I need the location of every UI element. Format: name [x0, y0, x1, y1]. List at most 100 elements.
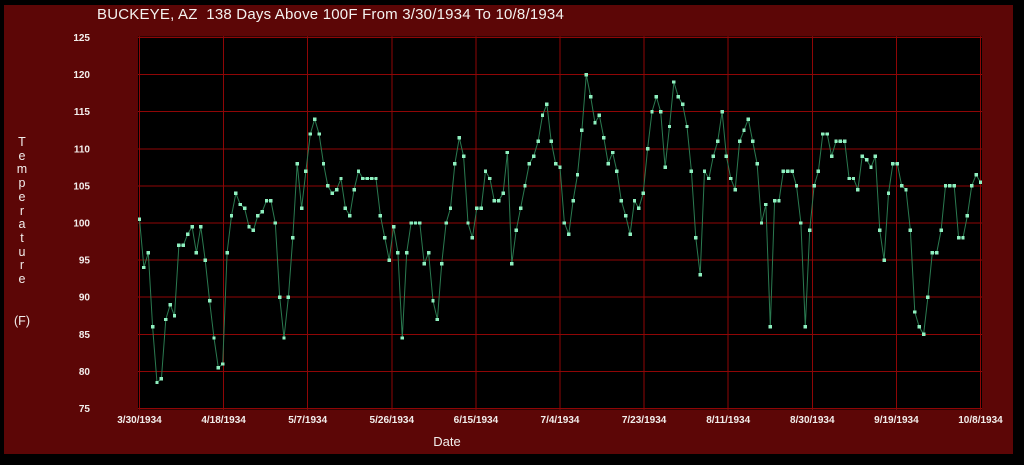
data-point-marker [860, 154, 864, 158]
data-point-marker [269, 199, 273, 203]
data-point-marker [580, 128, 584, 132]
data-point-marker [479, 206, 483, 210]
data-point-marker [234, 191, 238, 195]
x-tick-label: 4/18/1934 [201, 415, 246, 426]
data-point-marker [838, 139, 842, 144]
data-point-marker [518, 206, 523, 210]
data-point-marker [426, 251, 431, 255]
data-point-marker [348, 213, 352, 218]
data-point-marker [571, 199, 575, 203]
data-point-marker [803, 325, 807, 329]
data-point-marker [387, 258, 391, 262]
data-point-marker [816, 169, 821, 173]
data-point-marker [247, 225, 251, 229]
data-point-marker [864, 158, 869, 162]
data-point-marker [466, 221, 470, 225]
data-point-marker [370, 176, 374, 181]
y-axis-unit: (F) [14, 314, 30, 328]
chart-title: BUCKEYE, AZ 138 Days Above 100F From 3/3… [97, 6, 564, 23]
data-point-marker [641, 191, 645, 195]
data-point-marker [352, 187, 356, 192]
data-point-marker [422, 262, 426, 266]
data-point-marker [418, 221, 422, 225]
x-tick-label: 3/30/1934 [117, 415, 162, 426]
data-point-marker [913, 310, 917, 314]
data-point-marker [619, 199, 623, 203]
data-point-marker [825, 132, 829, 136]
data-point-marker [956, 236, 961, 240]
data-point-marker [694, 236, 698, 240]
data-point-marker [396, 251, 400, 255]
y-tick-label: 110 [74, 144, 91, 155]
data-point-marker [930, 251, 934, 255]
data-point-marker [716, 139, 720, 144]
data-point-marker [812, 184, 816, 188]
data-point-marker [207, 299, 212, 303]
data-point-marker [532, 154, 536, 158]
data-point-marker [137, 217, 142, 221]
data-point-marker [282, 336, 286, 340]
data-point-marker [663, 165, 667, 170]
data-point-marker [948, 184, 952, 188]
data-point-marker [772, 199, 777, 203]
data-point-marker [308, 132, 312, 136]
data-point-marker [317, 132, 321, 136]
data-point-marker [221, 362, 225, 366]
data-point-marker [334, 187, 339, 192]
data-point-marker [409, 221, 413, 225]
data-point-marker [461, 154, 466, 158]
data-point-marker [505, 150, 510, 155]
data-point-marker [768, 325, 772, 329]
data-point-marker [181, 243, 185, 247]
data-point-marker [492, 199, 496, 203]
data-point-marker [685, 124, 689, 129]
data-point-marker [251, 228, 256, 233]
data-point-marker [558, 165, 562, 170]
data-point-marker [339, 176, 343, 181]
x-tick-label: 8/11/1934 [706, 415, 750, 426]
data-point-marker [273, 221, 277, 225]
y-tick-label: 125 [73, 33, 90, 44]
data-point-marker [974, 173, 978, 177]
data-point-marker [278, 295, 282, 299]
data-point-marker [365, 176, 369, 181]
data-point-marker [562, 221, 567, 225]
data-point-marker [624, 213, 628, 218]
data-point-marker [374, 176, 378, 181]
data-point-marker [667, 124, 672, 129]
data-point-marker [895, 161, 899, 166]
data-point-marker [606, 161, 610, 166]
data-point-marker [400, 336, 404, 340]
data-point-marker [256, 213, 260, 218]
data-point-marker [965, 213, 970, 218]
data-point-marker [286, 295, 291, 299]
data-point-marker [917, 325, 921, 329]
data-point-marker [475, 206, 479, 210]
data-point-marker [777, 199, 781, 203]
gridlines [138, 36, 982, 410]
data-point-marker [615, 169, 619, 173]
x-tick-label: 8/30/1934 [790, 415, 835, 426]
data-point-marker [908, 228, 913, 233]
y-tick-label: 115 [74, 107, 91, 118]
y-tick-labels: 125 120 115 110 105 100 95 90 85 80 75 [73, 33, 90, 415]
data-point-marker [737, 139, 742, 144]
data-point-marker [878, 228, 882, 233]
data-point-marker [746, 117, 750, 121]
data-point-marker [755, 161, 759, 166]
data-point-marker [299, 206, 304, 210]
data-point-marker [523, 184, 527, 188]
data-point-marker [177, 243, 181, 247]
data-point-marker [212, 336, 216, 340]
data-point-marker [501, 191, 505, 195]
data-point-marker [549, 139, 553, 144]
data-point-marker [794, 184, 799, 188]
data-point-marker [790, 169, 794, 173]
data-point-marker [799, 221, 803, 225]
x-tick-label: 5/7/1934 [288, 415, 327, 426]
data-point-marker [440, 262, 444, 266]
data-point-marker [939, 228, 943, 233]
data-point-marker [295, 161, 299, 166]
data-point-marker [751, 139, 755, 144]
